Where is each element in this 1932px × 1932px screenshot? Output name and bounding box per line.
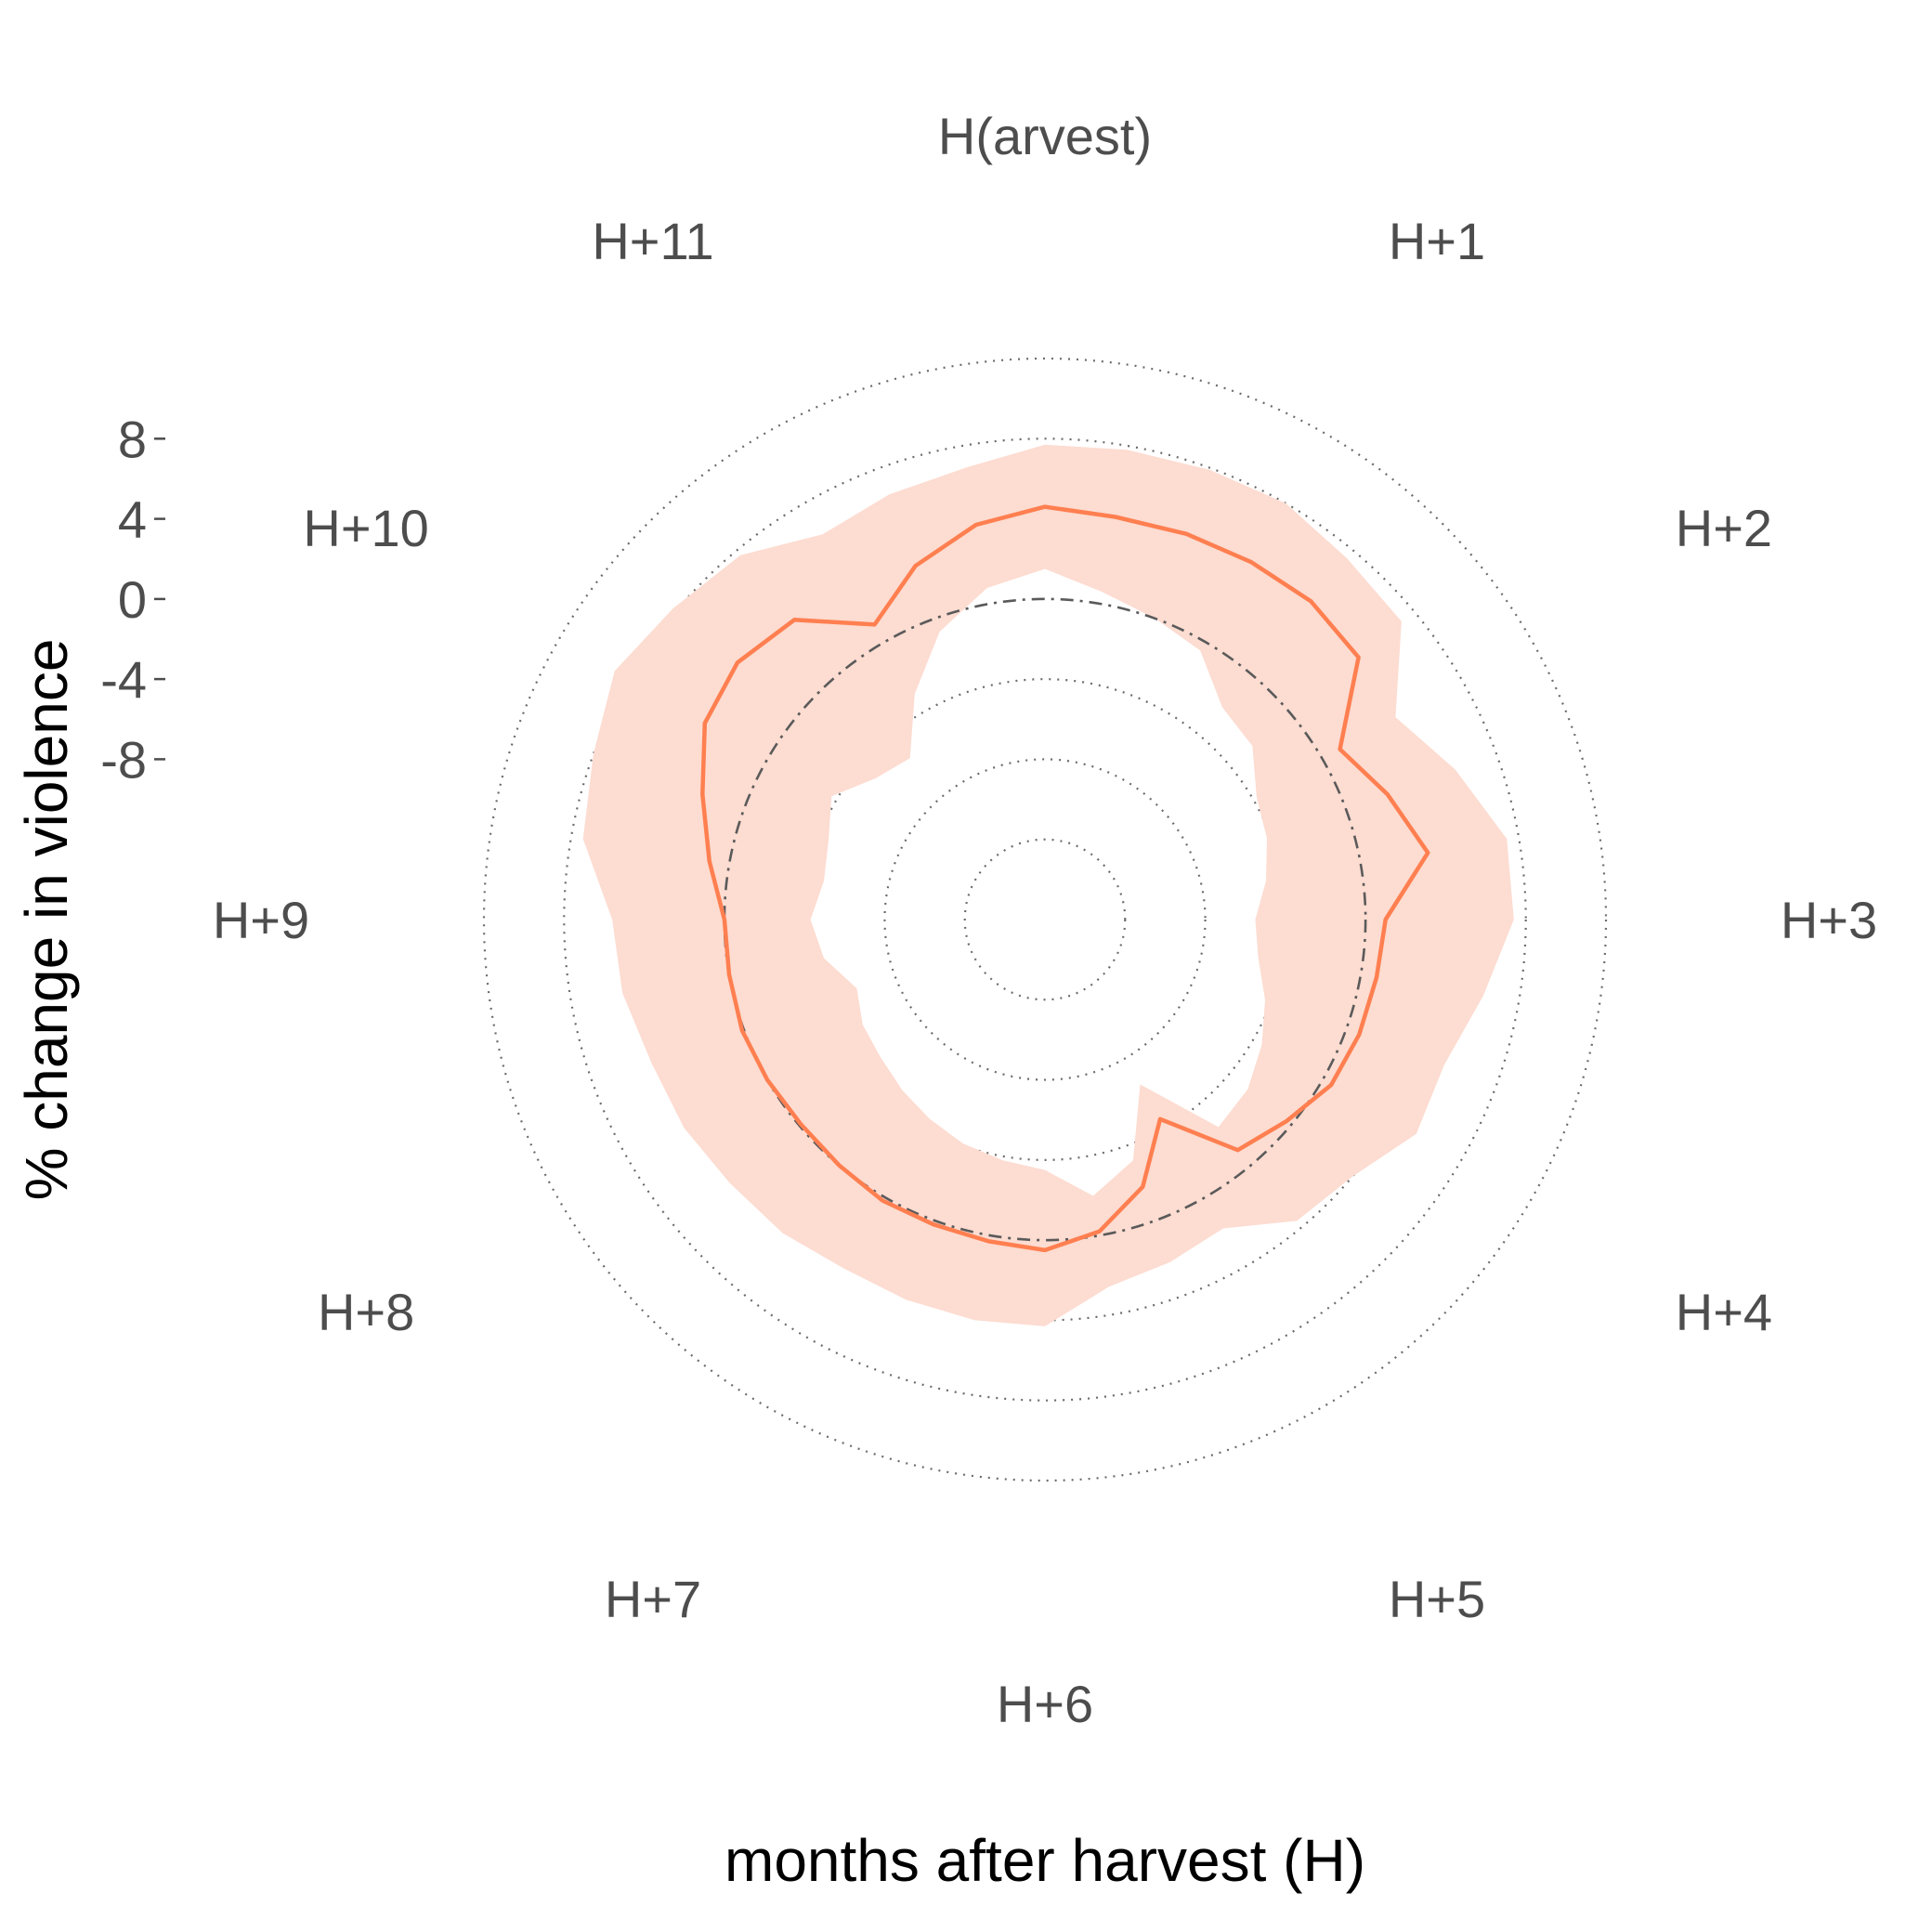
y-tick-label-0: 8 — [118, 410, 147, 468]
y-tick-label-2: 0 — [118, 570, 147, 629]
month-label-9: H+9 — [213, 891, 309, 949]
x-axis-title: months after harvest (H) — [724, 1827, 1365, 1894]
y-tick-label-1: 4 — [118, 490, 147, 549]
month-label-layer: H(arvest) H+1 H+2 H+3 H+4 H+5 H+6 H+7 H+8 H+9 H+10… — [213, 107, 1877, 1733]
month-label-2: H+2 — [1676, 499, 1772, 557]
grid-ring-0 — [963, 838, 1127, 1001]
confidence-band — [582, 444, 1514, 1326]
month-label-10: H+10 — [303, 499, 428, 557]
month-label-8: H+8 — [318, 1283, 414, 1341]
y-axis-title: % change in violence — [13, 639, 80, 1201]
line-layer — [700, 504, 1430, 1253]
y-tick-label-4: -8 — [100, 730, 147, 789]
zero-reference-ring — [723, 597, 1367, 1242]
grid-ring-5 — [482, 357, 1608, 1482]
grid-ring-1 — [883, 758, 1207, 1081]
month-label-4: H+4 — [1676, 1283, 1772, 1341]
reference-layer — [723, 597, 1367, 1242]
month-label-7: H+7 — [605, 1570, 701, 1628]
month-label-3: H+3 — [1781, 891, 1877, 949]
month-label-1: H+1 — [1389, 212, 1485, 270]
month-label-5: H+5 — [1389, 1570, 1485, 1628]
month-label-0: H(arvest) — [938, 107, 1152, 165]
estimate-line — [700, 504, 1430, 1253]
month-label-11: H+11 — [592, 212, 713, 270]
y-tick-layer: 8 4 0 -4 -8 — [100, 410, 165, 789]
grid-ring-4 — [563, 437, 1527, 1402]
y-tick-label-3: -4 — [100, 650, 147, 709]
band-layer — [582, 444, 1514, 1326]
month-label-6: H+6 — [997, 1675, 1093, 1733]
